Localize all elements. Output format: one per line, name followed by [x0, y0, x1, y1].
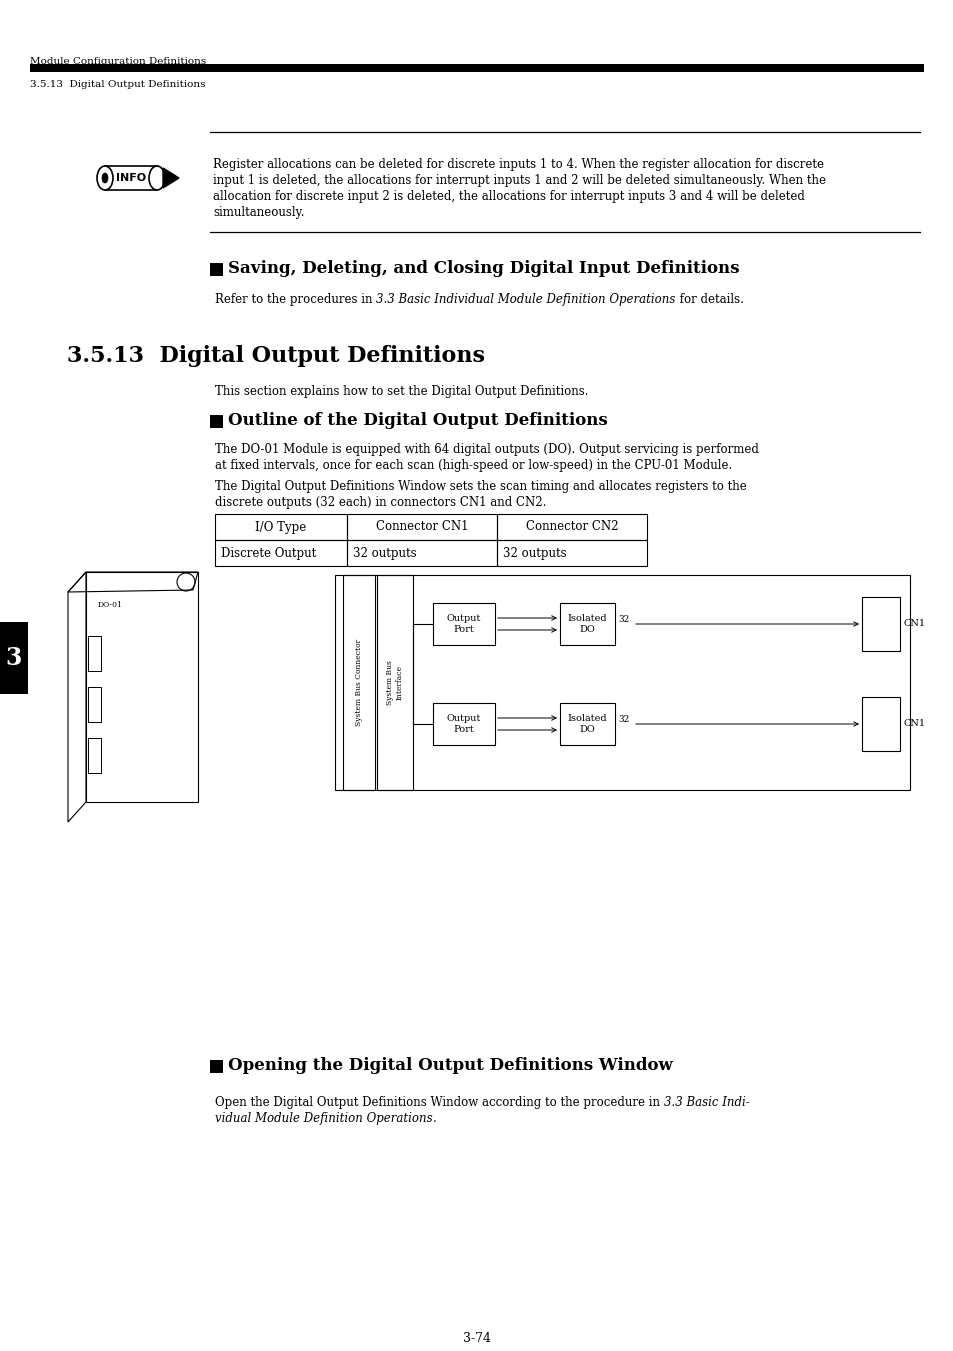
- Bar: [433, 703, 495, 744]
- Bar: [433, 603, 495, 644]
- Text: System Bus
Interface: System Bus Interface: [386, 661, 403, 705]
- Text: This section explains how to set the Digital Output Definitions.: This section explains how to set the Dig…: [214, 385, 588, 399]
- Text: The DO-01 Module is equipped with 64 digital outputs (DO). Output servicing is p: The DO-01 Module is equipped with 64 dig…: [214, 443, 758, 457]
- Text: Connector CN1: Connector CN1: [375, 520, 468, 534]
- Text: Refer to the procedures in: Refer to the procedures in: [214, 293, 375, 305]
- Bar: [862, 597, 899, 651]
- Text: 3: 3: [6, 646, 22, 670]
- Bar: [862, 697, 899, 751]
- Bar: [347, 540, 497, 566]
- Text: DO-01: DO-01: [98, 601, 123, 609]
- Text: Module Configuration Definitions: Module Configuration Definitions: [30, 57, 206, 66]
- Text: at fixed intervals, once for each scan (high-speed or low-speed) in the CPU-01 M: at fixed intervals, once for each scan (…: [214, 459, 732, 471]
- Bar: [88, 636, 101, 671]
- Text: Connector CN2: Connector CN2: [525, 520, 618, 534]
- Text: vidual Module Definition Operations: vidual Module Definition Operations: [214, 1112, 432, 1125]
- Text: Saving, Deleting, and Closing Digital Input Definitions: Saving, Deleting, and Closing Digital In…: [228, 259, 739, 277]
- Bar: [210, 1061, 223, 1073]
- Text: simultaneously.: simultaneously.: [213, 205, 304, 219]
- Text: I/O Type: I/O Type: [255, 520, 306, 534]
- Text: Output
Port: Output Port: [446, 615, 480, 634]
- Text: .: .: [432, 1112, 436, 1125]
- Text: input 1 is deleted, the allocations for interrupt inputs 1 and 2 will be deleted: input 1 is deleted, the allocations for …: [213, 174, 825, 186]
- Text: Isolated
DO: Isolated DO: [567, 715, 607, 734]
- Bar: [30, 63, 923, 72]
- Text: 32 outputs: 32 outputs: [353, 547, 416, 559]
- Text: CN1: CN1: [903, 620, 925, 628]
- Bar: [376, 576, 413, 790]
- Bar: [210, 415, 223, 428]
- Bar: [105, 166, 157, 190]
- Bar: [335, 576, 909, 790]
- Text: Open the Digital Output Definitions Window according to the procedure in: Open the Digital Output Definitions Wind…: [214, 1096, 663, 1109]
- Text: 32: 32: [618, 716, 629, 724]
- Bar: [347, 513, 497, 540]
- Polygon shape: [163, 168, 179, 188]
- Text: 3.5.13  Digital Output Definitions: 3.5.13 Digital Output Definitions: [67, 345, 484, 367]
- Bar: [88, 738, 101, 773]
- Text: Output
Port: Output Port: [446, 715, 480, 734]
- Bar: [559, 603, 615, 644]
- Ellipse shape: [97, 166, 112, 190]
- Text: allocation for discrete input 2 is deleted, the allocations for interrupt inputs: allocation for discrete input 2 is delet…: [213, 190, 804, 203]
- Ellipse shape: [102, 173, 108, 182]
- Bar: [559, 703, 615, 744]
- Bar: [343, 576, 375, 790]
- Bar: [497, 540, 646, 566]
- Bar: [0, 621, 28, 694]
- Text: 32: 32: [618, 616, 629, 624]
- Ellipse shape: [149, 166, 165, 190]
- Text: INFO: INFO: [116, 173, 146, 182]
- Text: Opening the Digital Output Definitions Window: Opening the Digital Output Definitions W…: [228, 1056, 672, 1074]
- Text: Isolated
DO: Isolated DO: [567, 615, 607, 634]
- Text: 3.5.13  Digital Output Definitions: 3.5.13 Digital Output Definitions: [30, 80, 205, 89]
- Text: 3-74: 3-74: [462, 1332, 491, 1346]
- Text: discrete outputs (32 each) in connectors CN1 and CN2.: discrete outputs (32 each) in connectors…: [214, 496, 546, 509]
- Bar: [210, 263, 223, 276]
- Text: System Bus Connector: System Bus Connector: [355, 639, 363, 725]
- Text: CN1: CN1: [903, 720, 925, 728]
- Text: The Digital Output Definitions Window sets the scan timing and allocates registe: The Digital Output Definitions Window se…: [214, 480, 746, 493]
- Text: 3.3 Basic Individual Module Definition Operations: 3.3 Basic Individual Module Definition O…: [375, 293, 675, 305]
- Bar: [214, 540, 347, 566]
- Text: 32 outputs: 32 outputs: [502, 547, 566, 559]
- Text: Register allocations can be deleted for discrete inputs 1 to 4. When the registe: Register allocations can be deleted for …: [213, 158, 823, 172]
- Bar: [88, 688, 101, 721]
- Text: Discrete Output: Discrete Output: [221, 547, 315, 559]
- Bar: [86, 571, 198, 802]
- Bar: [497, 513, 646, 540]
- Bar: [214, 513, 347, 540]
- Text: 3.3 Basic Indi-: 3.3 Basic Indi-: [663, 1096, 749, 1109]
- Text: Outline of the Digital Output Definitions: Outline of the Digital Output Definition…: [228, 412, 607, 430]
- Text: for details.: for details.: [675, 293, 742, 305]
